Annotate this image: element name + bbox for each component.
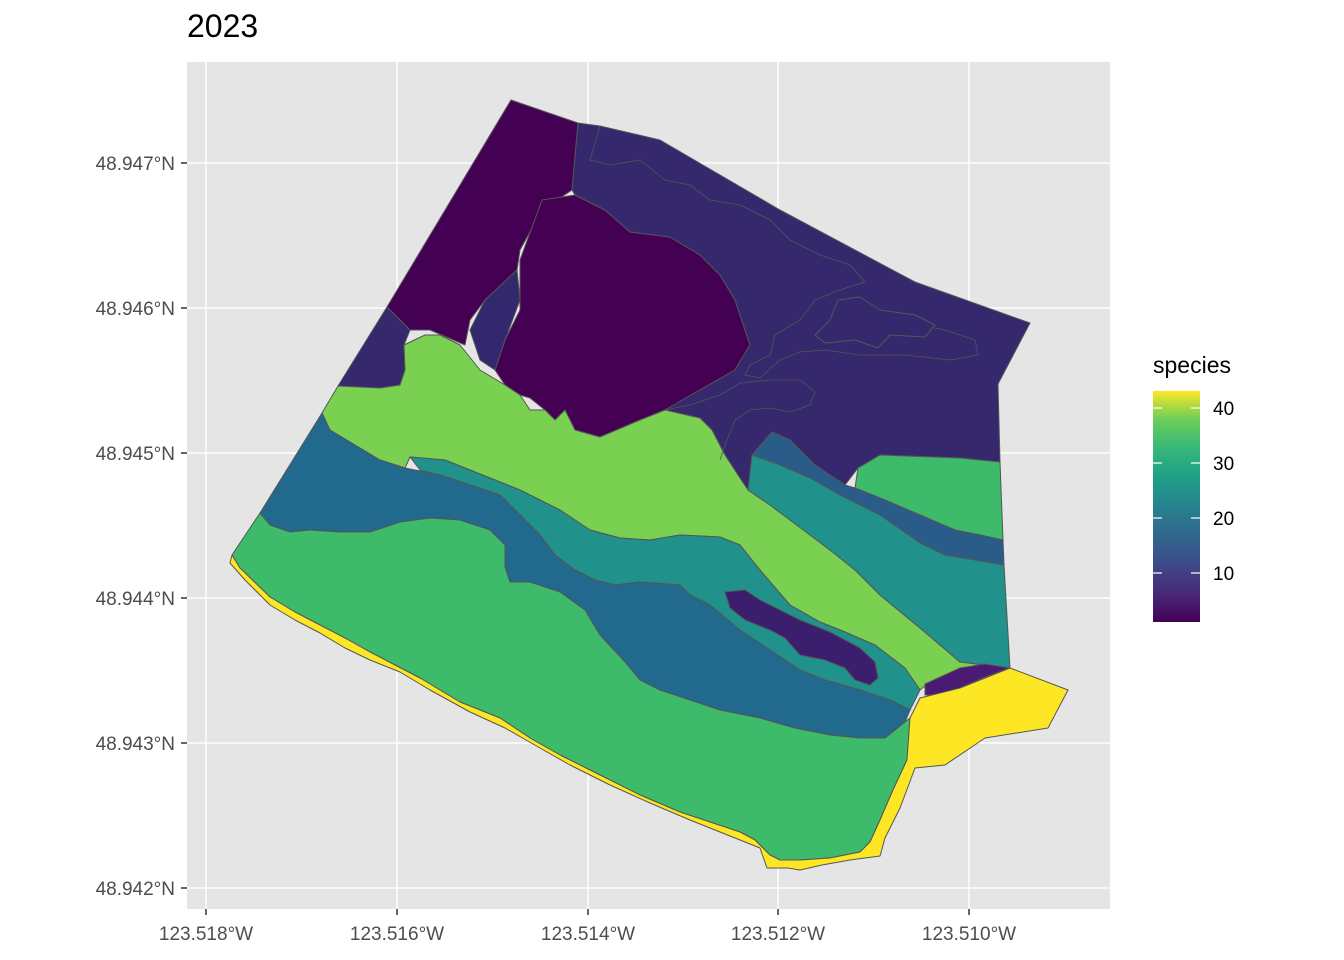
y-axis-labels: 48.947°N 48.946°N 48.945°N 48.944°N 48.9…: [96, 154, 175, 900]
legend-label-40: 40: [1213, 399, 1234, 420]
y-tick-label-4: 48.944°N: [96, 589, 175, 610]
y-tick-label-5: 48.943°N: [96, 734, 175, 755]
y-tick-label-6: 48.942°N: [96, 879, 175, 900]
plot-title: 2023: [187, 8, 259, 44]
x-tick-label-4: 123.512°W: [731, 924, 825, 945]
legend-label-10: 10: [1213, 564, 1234, 585]
axis-ticks: [181, 162, 970, 915]
x-tick-label-5: 123.510°W: [922, 924, 1016, 945]
zone-west-pocket: [469, 269, 521, 371]
legend-label-30: 30: [1213, 454, 1234, 475]
x-tick-label-2: 123.516°W: [350, 924, 444, 945]
legend-colorbar: [1153, 391, 1200, 622]
legend-label-20: 20: [1213, 509, 1234, 530]
y-tick-label-3: 48.945°N: [96, 444, 175, 465]
contour-line-north: [589, 125, 979, 379]
contour-line-east: [664, 379, 816, 461]
y-tick-label-1: 48.947°N: [96, 154, 175, 175]
map-zones: [229, 99, 1069, 871]
y-tick-label-2: 48.946°N: [96, 299, 175, 320]
x-tick-label-3: 123.514°W: [541, 924, 635, 945]
zone-mid-island: [724, 589, 879, 686]
zone-south-edge: [229, 554, 1069, 871]
x-tick-label-1: 123.518°W: [159, 924, 253, 945]
legend-title: species: [1153, 352, 1231, 378]
legend: species 10 20 30 40: [1153, 352, 1234, 622]
x-axis-labels: 123.518°W 123.516°W 123.514°W 123.512°W …: [159, 924, 1016, 945]
